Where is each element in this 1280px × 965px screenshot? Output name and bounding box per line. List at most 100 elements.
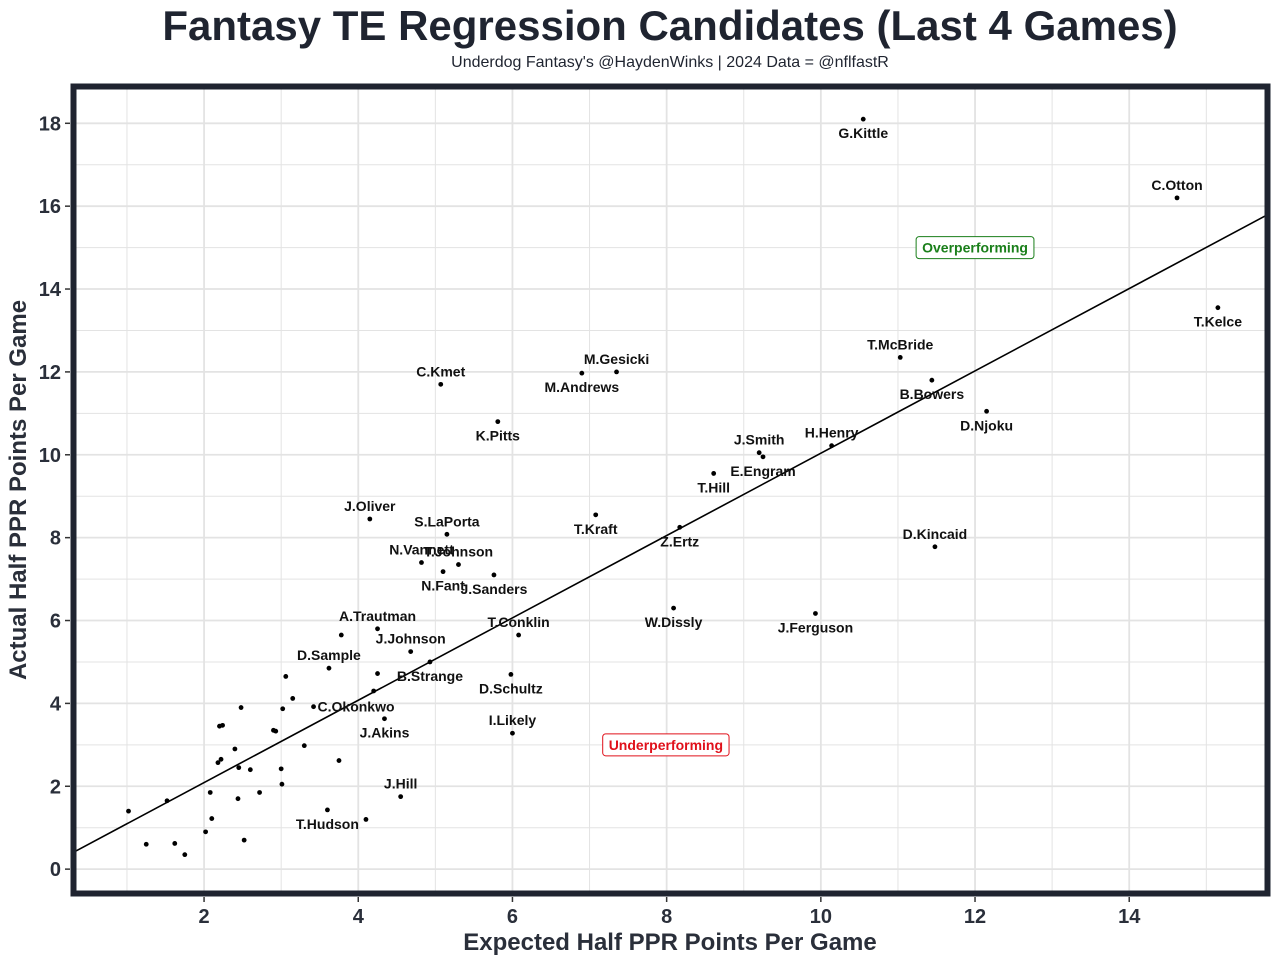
grid-lines (73, 86, 1268, 894)
data-point (126, 808, 131, 814)
x-tick-label: 14 (1118, 906, 1141, 928)
x-tick-label: 4 (353, 906, 365, 928)
point-label: G.Kittle (838, 125, 888, 141)
data-point-t-hudson (325, 807, 330, 813)
data-point (215, 760, 221, 766)
point-label: J.Oliver (344, 498, 396, 514)
data-point (182, 852, 188, 858)
data-point (279, 781, 285, 787)
data-point-t-hill (711, 471, 717, 476)
point-label: W.Dissly (645, 614, 703, 630)
data-point (218, 756, 224, 762)
annotation-underperforming: Underperforming (602, 733, 730, 757)
data-point (143, 841, 149, 847)
data-point (290, 696, 296, 701)
point-label: M.Gesicki (584, 351, 649, 367)
data-point-c-okonkwo (311, 704, 316, 710)
point-label: T.Hudson (296, 816, 359, 832)
y-axis-ticks: 0 2 4 6 8 10 12 14 16 18 (39, 113, 70, 881)
data-point-z-ertz (677, 524, 683, 530)
annotation-label: Overperforming (922, 240, 1028, 256)
x-axis-title: Expected Half PPR Points Per Game (463, 929, 876, 956)
data-point (371, 688, 377, 694)
data-point-t-conklin (516, 632, 522, 638)
y-tick-label: 4 (50, 693, 62, 715)
data-point (301, 743, 307, 749)
data-point-d-schultz (508, 671, 514, 677)
data-point (164, 798, 170, 804)
chart-title: Fantasy TE Regression Candidates (Last 4… (162, 2, 1178, 49)
data-point (280, 706, 286, 712)
y-tick-label: 10 (39, 445, 61, 467)
data-point-j-sanders (491, 572, 497, 578)
point-label: J.Hill (384, 776, 417, 792)
data-point-a-trautman (375, 626, 380, 632)
x-tick-label: 2 (199, 906, 210, 928)
point-label: D.Kincaid (903, 526, 968, 542)
data-point-n-vannett (419, 560, 424, 565)
annotation-box (602, 733, 730, 757)
point-label: N.Fant (421, 578, 465, 594)
point-label: J.Akins (360, 725, 410, 741)
data-point-h-henry (829, 443, 835, 449)
data-point-c-otton (1174, 195, 1180, 201)
point-label: T.Kraft (574, 521, 618, 537)
point-label: B.Bowers (900, 386, 965, 402)
annotation-label: Underperforming (609, 737, 723, 753)
point-label: I.Likely (489, 712, 537, 728)
data-point-j-smith (756, 450, 762, 456)
regression-reference-line (72, 213, 1269, 854)
y-tick-label: 18 (39, 113, 61, 135)
data-point-d-kincaid (932, 544, 938, 550)
data-point (238, 705, 244, 710)
point-label: N.Vannett (389, 542, 454, 558)
point-label: M.Andrews (544, 379, 619, 395)
data-point (172, 841, 178, 846)
data-point (220, 722, 225, 728)
point-label: J.Sanders (460, 581, 527, 597)
point-label: J.Johnson (376, 631, 446, 647)
y-axis-title: Actual Half PPR Points Per Game (5, 300, 32, 680)
y-tick-label: 6 (50, 611, 61, 633)
y-tick-label: 16 (39, 196, 61, 218)
data-point-e-engram (760, 454, 766, 460)
x-tick-label: 6 (507, 906, 518, 928)
x-tick-label: 10 (810, 906, 832, 928)
x-axis-ticks: 2 4 6 8 10 12 14 (199, 897, 1141, 928)
point-label: J.Ferguson (778, 619, 853, 635)
data-point-m-gesicki (614, 369, 619, 375)
data-point (338, 632, 344, 638)
data-point (257, 790, 262, 795)
point-label: T.Hill (697, 479, 730, 495)
data-point-t-kraft (593, 512, 599, 518)
y-tick-label: 2 (50, 776, 61, 798)
data-point (247, 767, 253, 773)
y-tick-label: 12 (39, 362, 61, 384)
point-label: D.Sample (297, 647, 361, 663)
data-point-j-oliver (367, 516, 373, 522)
point-label: T.McBride (867, 336, 933, 352)
y-tick-label: 14 (39, 279, 62, 301)
data-point (278, 766, 284, 772)
data-point-g-kittle (860, 116, 866, 122)
data-point (273, 728, 279, 734)
plot-frame (70, 83, 1271, 897)
data-point-b-strange (427, 659, 433, 665)
y-tick-label: 0 (50, 859, 61, 881)
data-point-d-sample (326, 665, 332, 671)
data-point-t-kelce (1215, 305, 1221, 311)
data-point-s-laporta (444, 531, 450, 537)
point-label: D.Njoku (960, 417, 1013, 433)
annotations: Overperforming Underperforming (602, 236, 1035, 757)
data-point-j-ferguson (813, 611, 818, 616)
point-label: J.Smith (734, 432, 785, 448)
data-point (236, 765, 242, 771)
data-point (203, 829, 209, 835)
point-label: T.Johnson (424, 544, 493, 560)
point-label: E.Engram (730, 463, 795, 479)
data-point-b-bowers (929, 377, 935, 383)
point-label: S.LaPorta (414, 513, 480, 529)
point-label: Z.Ertz (660, 533, 699, 549)
point-label: D.Schultz (479, 680, 543, 696)
